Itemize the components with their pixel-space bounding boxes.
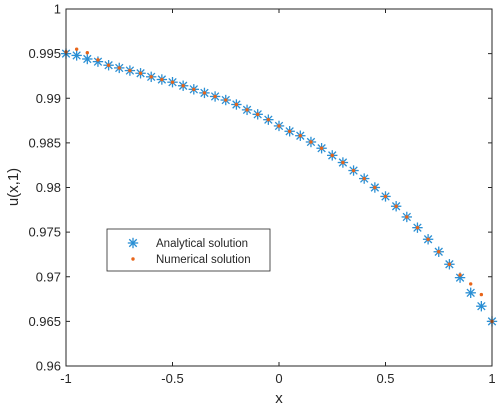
y-tick-label: 0.975 [28,225,61,240]
numerical-point [319,146,324,150]
numerical-point [256,112,260,117]
numerical-point [447,262,452,266]
numerical-point [181,84,185,88]
numerical-point [149,75,153,79]
numerical-point [192,87,196,92]
numerical-point [458,273,462,277]
numerical-point [469,282,473,286]
data-marks [60,47,498,327]
legend-marker-numerical [131,257,135,261]
analytical-point [82,53,93,65]
numerical-point [85,51,90,55]
y-tick-label: 0.99 [36,91,61,106]
numerical-point [277,124,281,128]
numerical-point [479,292,484,297]
numerical-point [373,185,377,190]
legend-dot [131,257,135,261]
y-tick-label: 0.965 [28,314,61,329]
x-tick-label: 1 [488,371,495,386]
numerical-point [138,71,143,75]
numerical-point [117,66,121,70]
y-tick-label: 0.98 [36,180,61,195]
legend-marker-analytical [127,237,139,249]
numerical-point [170,80,175,84]
numerical-point [426,237,430,241]
tick-labels: -1 -0.5 0 0.5 1 0.96 0.965 0.97 0.975 0.98 0.985 0.… [28,2,495,387]
numerical-point [287,129,292,133]
analytical-point [465,287,476,299]
analytical-point [71,50,82,61]
numerical-point [213,94,217,99]
analytical-point [92,56,104,67]
y-tick-label: 0.985 [28,135,61,150]
legend-label-numerical: Numerical solution [156,254,251,266]
x-tick-label: -0.5 [161,371,183,386]
numerical-point [405,215,409,219]
numerical-point [415,225,420,230]
x-axis-label: x [275,390,283,407]
numerical-point [309,140,313,144]
numerical-point [160,77,164,82]
numerical-point [394,204,398,208]
axes-box [65,8,493,367]
numerical-point [437,250,441,254]
analytical-point [476,301,487,312]
y-axis-label: u(x,1) [5,168,22,206]
numerical-point [224,98,228,102]
numerical-point [298,134,302,138]
plot-area [66,9,492,366]
legend-label-analytical: Analytical solution [156,238,248,250]
numerical-point [266,117,271,122]
y-tick-label: 0.97 [36,269,61,284]
y-tick-label: 0.995 [28,46,61,61]
numerical-point [234,102,239,107]
numerical-point [383,194,388,199]
numerical-point [362,176,366,181]
numerical-point [202,91,207,95]
numerical-point [96,58,100,62]
numerical-point [351,168,356,173]
legend-box [106,228,271,272]
numerical-point [106,63,111,67]
y-tick-label: 1 [54,2,61,17]
numerical-point [128,68,132,73]
x-tick-label: 0 [275,371,282,386]
numerical-point [341,160,345,165]
legend-asterisk [127,237,139,249]
legend: Analytical solution Numerical solution [106,228,271,272]
x-tick-label: -1 [60,371,72,386]
x-tick-label: 0.5 [376,371,394,386]
numerical-point [74,47,79,51]
numerical-point [245,108,249,112]
numerical-point [330,153,334,158]
y-tick-label: 0.96 [36,359,61,374]
